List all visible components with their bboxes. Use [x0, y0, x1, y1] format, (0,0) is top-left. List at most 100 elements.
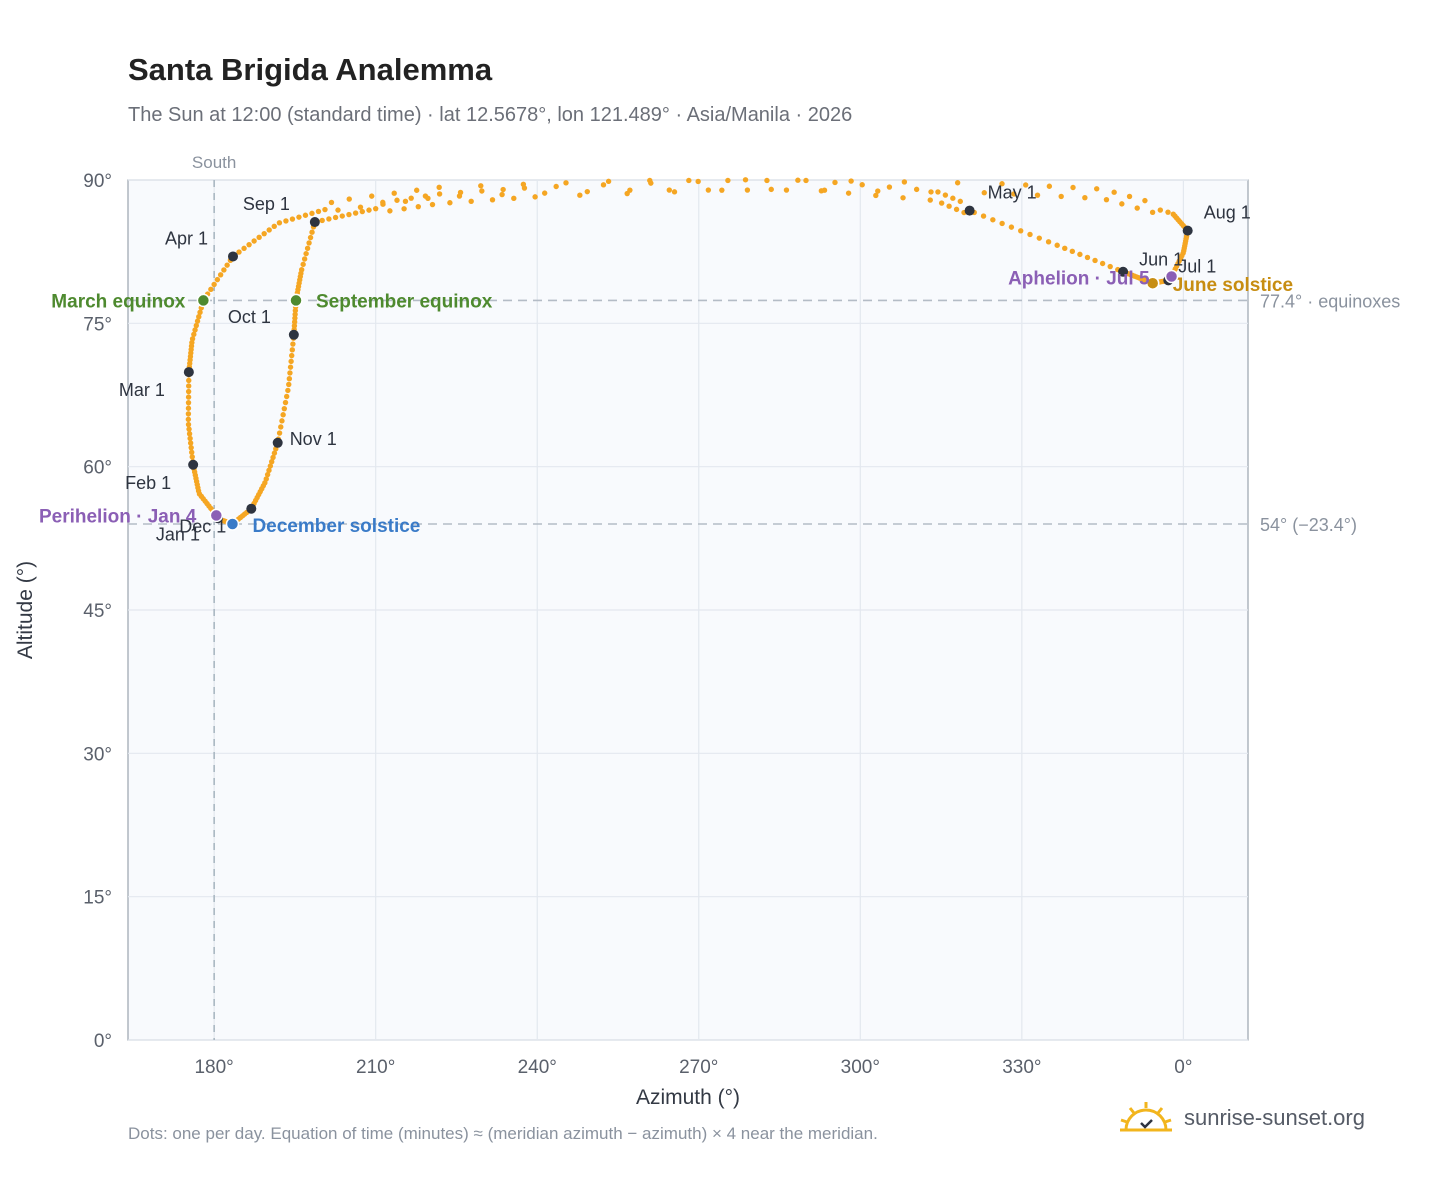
day-dot — [719, 187, 725, 193]
chart-subtitle: The Sun at 12:00 (standard time) · lat 1… — [128, 104, 853, 126]
day-dot — [266, 227, 272, 233]
day-dot — [408, 195, 414, 201]
day-dot — [942, 192, 949, 198]
day-dot — [282, 399, 289, 406]
day-dot — [346, 211, 352, 218]
day-dot — [848, 178, 854, 184]
day-dot — [290, 341, 296, 347]
day-dot — [563, 180, 569, 186]
month-marker — [272, 437, 283, 448]
day-dot — [261, 230, 267, 237]
day-dot — [845, 190, 852, 196]
day-dot — [783, 187, 790, 193]
day-dot — [999, 181, 1005, 187]
day-dot — [339, 213, 345, 219]
month-marker — [246, 503, 257, 514]
day-dot — [954, 180, 961, 186]
month-marker — [183, 367, 194, 378]
event-marker — [1145, 276, 1160, 290]
event-label: December solstice — [252, 516, 420, 537]
x-tick-label: 210° — [356, 1057, 395, 1078]
day-dot — [1134, 205, 1140, 211]
reference-lines: South 77.4° · equinoxes 54° (−23.4°) — [128, 153, 1400, 1040]
day-dot — [372, 205, 379, 212]
day-dot — [346, 196, 352, 202]
day-dot — [764, 177, 770, 184]
day-dot — [479, 188, 485, 194]
day-dot — [1107, 263, 1113, 270]
day-dot — [1092, 257, 1098, 264]
day-dot — [1126, 193, 1133, 200]
day-dot — [584, 188, 590, 195]
day-dot — [289, 216, 296, 222]
day-dot — [521, 185, 528, 191]
day-dot — [873, 192, 879, 199]
day-dot — [267, 463, 274, 469]
day-dot — [500, 186, 506, 193]
day-dot — [369, 193, 375, 199]
day-dot — [553, 183, 559, 190]
day-dot — [1165, 209, 1171, 215]
day-dot — [1111, 189, 1117, 195]
day-dot — [366, 207, 372, 213]
day-dot — [188, 444, 194, 451]
day-dot — [913, 186, 920, 193]
day-dot — [185, 388, 192, 395]
day-dot — [1054, 242, 1060, 248]
day-dot — [666, 187, 673, 193]
day-dot — [271, 450, 278, 456]
day-dot — [309, 210, 315, 217]
day-dot — [1022, 182, 1029, 188]
day-dot — [957, 198, 963, 205]
day-dot — [251, 238, 257, 244]
day-dot — [950, 195, 956, 201]
day-dot — [422, 193, 429, 199]
day-dot — [1036, 235, 1042, 241]
day-dot — [1084, 254, 1091, 261]
day-dot — [803, 177, 809, 184]
day-dot — [256, 234, 262, 241]
day-dot — [185, 394, 192, 400]
sun-logo-icon — [1120, 1102, 1172, 1132]
day-dot — [236, 249, 242, 255]
day-dot — [270, 454, 276, 461]
day-dot — [359, 208, 366, 215]
day-dot — [186, 431, 193, 437]
event-marker — [1164, 269, 1179, 284]
day-dot — [283, 218, 289, 224]
day-dot — [489, 197, 496, 203]
day-dot — [875, 188, 881, 194]
day-dot — [187, 435, 193, 442]
day-dot — [401, 206, 407, 212]
y-tick-label: 60° — [83, 458, 112, 479]
day-dot — [1011, 191, 1017, 197]
day-dot — [288, 358, 294, 365]
day-dot — [1103, 196, 1110, 203]
day-dot — [189, 336, 196, 342]
x-tick-label: 330° — [1002, 1057, 1041, 1078]
day-dot — [1119, 201, 1125, 207]
day-dot — [577, 192, 583, 198]
day-dot — [436, 191, 443, 197]
day-dot — [1070, 184, 1076, 191]
day-dot — [768, 186, 774, 193]
day-dot — [335, 207, 341, 213]
day-dot — [315, 208, 322, 215]
y-tick-label: 15° — [83, 888, 112, 909]
day-dot — [457, 189, 464, 196]
day-dot — [1099, 260, 1106, 267]
day-dot — [938, 200, 945, 206]
event-marker — [196, 293, 211, 308]
day-dot — [286, 375, 293, 382]
event-label: Aphelion · Jul 5 — [1008, 269, 1150, 290]
month-marker — [1182, 225, 1193, 236]
x-tick-label: 270° — [679, 1057, 718, 1078]
month-marker — [964, 205, 975, 216]
x-axis-title: Azimuth (°) — [636, 1086, 740, 1109]
day-dot — [307, 234, 314, 241]
day-dot — [1034, 192, 1041, 198]
day-dot — [283, 393, 290, 400]
day-dot — [795, 177, 801, 183]
y-tick-label: 0° — [94, 1031, 112, 1052]
